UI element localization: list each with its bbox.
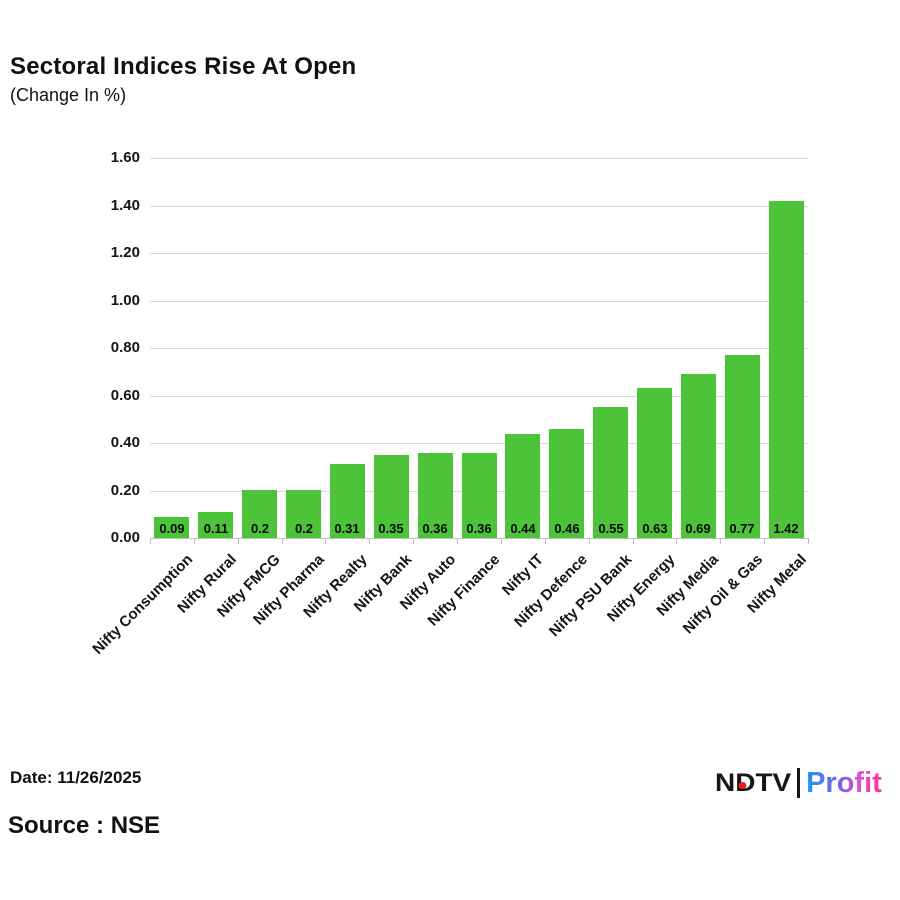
bar-value-label: 0.2 <box>294 521 314 536</box>
x-axis-tick <box>676 538 677 544</box>
chart-title: Sectoral Indices Rise At Open <box>10 53 357 80</box>
gridline <box>150 396 808 397</box>
y-axis-tick-label: 1.20 <box>110 244 140 261</box>
logo-separator-bar <box>797 768 801 798</box>
bar-value-label: 1.42 <box>773 521 799 536</box>
bar-value-label: 0.44 <box>510 521 536 536</box>
bar-nifty-realty <box>330 464 365 538</box>
y-axis-tick-label: 0.60 <box>110 387 140 404</box>
bar-nifty-fmcg <box>242 490 277 538</box>
ndtv-wordmark: NDTV <box>715 768 792 797</box>
bar-nifty-finance <box>462 453 497 538</box>
bar-value-label: 0.36 <box>422 521 448 536</box>
bar-value-label: 0.46 <box>554 521 580 536</box>
bar-nifty-rural <box>198 512 233 538</box>
ndtv-red-dot-icon <box>738 781 747 789</box>
gridline <box>150 301 808 302</box>
x-axis-tick <box>764 538 765 544</box>
x-axis-tick <box>589 538 590 544</box>
y-axis-tick-label: 0.20 <box>110 482 140 499</box>
y-axis-tick-label: 0.00 <box>110 529 140 546</box>
bar-value-label: 0.77 <box>729 521 755 536</box>
gridline <box>150 253 808 254</box>
x-axis-tick <box>413 538 414 544</box>
y-axis-tick-label: 1.00 <box>110 292 140 309</box>
y-axis-tick-label: 0.80 <box>110 339 140 356</box>
x-axis-tick <box>194 538 195 544</box>
bar-value-label: 0.2 <box>250 521 270 536</box>
bar-nifty-oil-gas <box>725 355 760 538</box>
ndtv-profit-logo: NDTV Profit <box>715 764 882 802</box>
bar-nifty-bank <box>374 455 409 538</box>
gridline <box>150 348 808 349</box>
bar-nifty-defence <box>549 429 584 538</box>
y-axis-tick-label: 0.40 <box>110 434 140 451</box>
x-axis-tick <box>720 538 721 544</box>
bar-nifty-psu-bank <box>593 407 628 538</box>
profit-wordmark: Profit <box>806 766 882 799</box>
bar-value-label: 0.11 <box>203 521 229 536</box>
bar-value-label: 0.55 <box>598 521 624 536</box>
bar-value-label: 0.35 <box>378 521 404 536</box>
x-axis-tick <box>238 538 239 544</box>
bar-value-label: 0.36 <box>466 521 492 536</box>
gridline <box>150 158 808 159</box>
date-label: Date: 11/26/2025 <box>10 768 142 787</box>
x-axis-tick <box>545 538 546 544</box>
x-axis-tick <box>501 538 502 544</box>
x-axis-tick <box>808 538 809 544</box>
y-axis-tick-label: 1.60 <box>110 149 140 166</box>
x-axis-tick <box>150 538 151 544</box>
bar-nifty-auto <box>418 453 453 538</box>
bar-nifty-energy <box>637 388 672 538</box>
bar-nifty-metal <box>769 201 804 538</box>
bar-nifty-media <box>681 374 716 538</box>
x-axis-tick <box>369 538 370 544</box>
x-axis-line <box>150 538 808 539</box>
x-axis-tick <box>325 538 326 544</box>
x-axis-tick <box>633 538 634 544</box>
x-axis-tick <box>457 538 458 544</box>
gridline <box>150 206 808 207</box>
bar-nifty-consumption <box>154 517 189 538</box>
gridline <box>150 443 808 444</box>
bar-nifty-it <box>505 434 540 538</box>
x-axis-tick <box>282 538 283 544</box>
chart-subtitle: (Change In %) <box>10 85 127 105</box>
bar-value-label: 0.09 <box>159 521 185 536</box>
bar-value-label: 0.63 <box>642 521 668 536</box>
bar-value-label: 0.31 <box>334 521 360 536</box>
bar-nifty-pharma <box>286 490 321 538</box>
bar-value-label: 0.69 <box>685 521 711 536</box>
source-label: Source : NSE <box>8 812 161 839</box>
y-axis-tick-label: 1.40 <box>110 197 140 214</box>
